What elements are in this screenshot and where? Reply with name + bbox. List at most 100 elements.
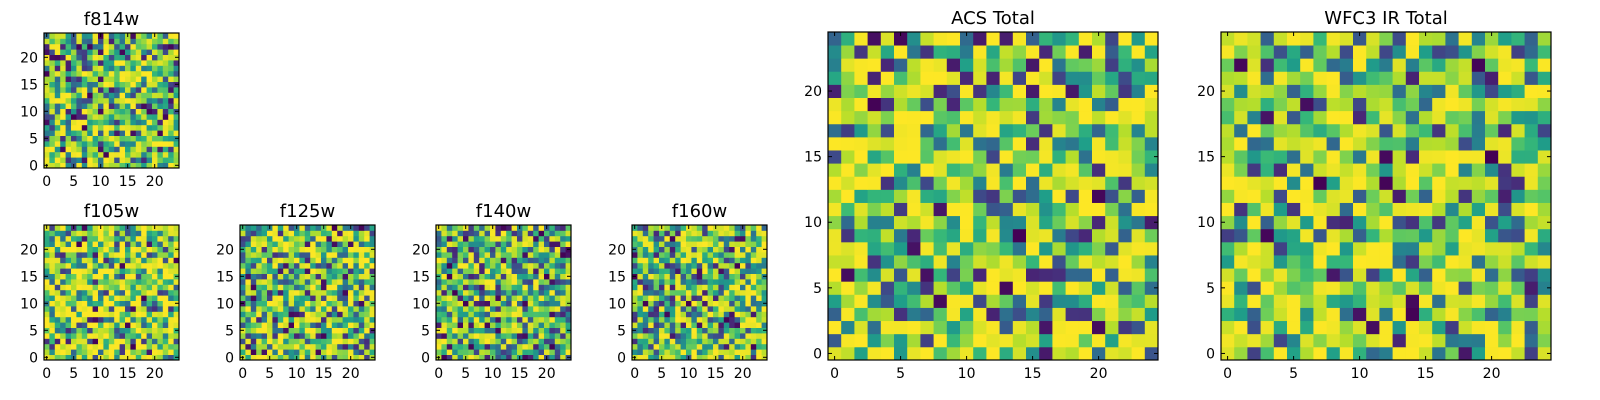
- heatmap-cell: [358, 300, 365, 307]
- heatmap-cell: [146, 241, 153, 247]
- heatmap-cell: [60, 135, 66, 142]
- heatmap-cell: [152, 246, 158, 253]
- heatmap-cell: [479, 284, 485, 291]
- heatmap-cell: [1247, 202, 1261, 217]
- heatmap-cell: [119, 70, 126, 77]
- heatmap-cell: [256, 284, 262, 291]
- heatmap-cell: [1524, 215, 1539, 230]
- heatmap-cell: [484, 311, 491, 318]
- heatmap-cell: [1247, 136, 1261, 151]
- heatmap-cell: [761, 284, 768, 291]
- heatmap-cell: [71, 49, 77, 55]
- heatmap-cell: [267, 230, 273, 237]
- heatmap-cell: [506, 311, 512, 318]
- heatmap-cell: [745, 327, 752, 334]
- heatmap-cell: [446, 241, 453, 247]
- heatmap-cell: [1445, 136, 1459, 151]
- heatmap-cell: [490, 257, 496, 264]
- heatmap-cell: [168, 225, 174, 231]
- heatmap-cell: [1511, 320, 1525, 335]
- heatmap-cell: [141, 316, 147, 323]
- heatmap-cell: [283, 241, 289, 247]
- heatmap-cell: [841, 110, 855, 125]
- heatmap-cell: [484, 284, 491, 291]
- heatmap-cell: [76, 300, 83, 307]
- heatmap-cell: [441, 230, 448, 237]
- heatmap-cell: [162, 146, 169, 153]
- heatmap-cell: [473, 262, 480, 269]
- heatmap-cell: [304, 322, 311, 328]
- heatmap-cell: [337, 279, 343, 285]
- heatmap-cell: [152, 151, 158, 158]
- heatmap-cell: [1039, 241, 1053, 256]
- heatmap-cell: [1221, 294, 1235, 308]
- heatmap-cell: [441, 343, 448, 350]
- heatmap-cell: [267, 257, 273, 264]
- heatmap-cell: [54, 268, 61, 274]
- heatmap-cell: [1445, 255, 1459, 269]
- heatmap-cell: [44, 76, 50, 82]
- heatmap-cell: [999, 268, 1014, 282]
- heatmap-cell: [277, 225, 284, 231]
- heatmap-cell: [637, 284, 644, 291]
- heatmap-cell: [517, 316, 523, 323]
- heatmap-cell: [71, 268, 77, 274]
- heatmap-cell: [152, 70, 158, 77]
- heatmap-cell: [299, 257, 306, 264]
- y-tick-label: 15: [20, 269, 38, 285]
- heatmap-cell: [65, 246, 72, 253]
- heatmap-cell: [135, 70, 142, 77]
- heatmap-cell: [1326, 268, 1341, 282]
- heatmap-cell: [81, 54, 88, 61]
- heatmap-cell: [517, 246, 523, 253]
- heatmap-cell: [130, 124, 137, 131]
- heatmap-cell: [119, 119, 126, 126]
- heatmap-cell: [71, 349, 77, 355]
- heatmap-cell: [364, 257, 370, 264]
- heatmap-cell: [761, 225, 768, 231]
- heatmap-cell: [1405, 150, 1420, 164]
- heatmap-cell: [108, 130, 115, 136]
- heatmap-cell: [44, 60, 50, 66]
- heatmap-cell: [1485, 123, 1499, 138]
- heatmap-cell: [702, 235, 708, 242]
- heatmap-cell: [1026, 228, 1040, 243]
- heatmap-cell: [1144, 123, 1159, 138]
- heatmap-cell: [321, 289, 327, 296]
- heatmap-cell: [168, 252, 174, 258]
- heatmap-cell: [1458, 281, 1473, 295]
- heatmap-cell: [506, 338, 512, 345]
- heatmap-cell: [946, 71, 961, 85]
- heatmap-cell: [358, 262, 365, 269]
- heatmap-cell: [108, 54, 115, 61]
- heatmap-cell: [484, 230, 491, 237]
- heatmap-cell: [653, 349, 660, 355]
- heatmap-cell: [734, 295, 741, 301]
- heatmap-cell: [103, 300, 110, 307]
- heatmap-cell: [1105, 58, 1119, 72]
- heatmap-cell: [1537, 150, 1552, 164]
- heatmap-cell: [1432, 123, 1446, 138]
- heatmap-cell: [71, 81, 77, 88]
- heatmap-cell: [108, 146, 115, 153]
- heatmap-cell: [1313, 189, 1327, 203]
- heatmap-cell: [108, 252, 115, 258]
- heatmap-cell: [999, 97, 1014, 112]
- heatmap-cell: [277, 230, 284, 237]
- heatmap-cell: [108, 295, 115, 301]
- heatmap-cell: [114, 235, 120, 242]
- heatmap-cell: [1471, 71, 1486, 85]
- heatmap-cell: [168, 108, 174, 115]
- heatmap-cell: [157, 295, 164, 301]
- heatmap-cell: [114, 130, 120, 136]
- heatmap-cell: [1039, 228, 1053, 243]
- heatmap-cell: [87, 295, 93, 301]
- heatmap-cell: [522, 306, 529, 312]
- y-tick-label: 10: [608, 296, 626, 312]
- heatmap-cell: [130, 60, 137, 66]
- heatmap-cell: [130, 349, 137, 355]
- heatmap-cell: [999, 58, 1014, 72]
- heatmap-cell: [1234, 202, 1248, 217]
- heatmap-cell: [87, 103, 93, 109]
- heatmap-cell: [1485, 189, 1499, 203]
